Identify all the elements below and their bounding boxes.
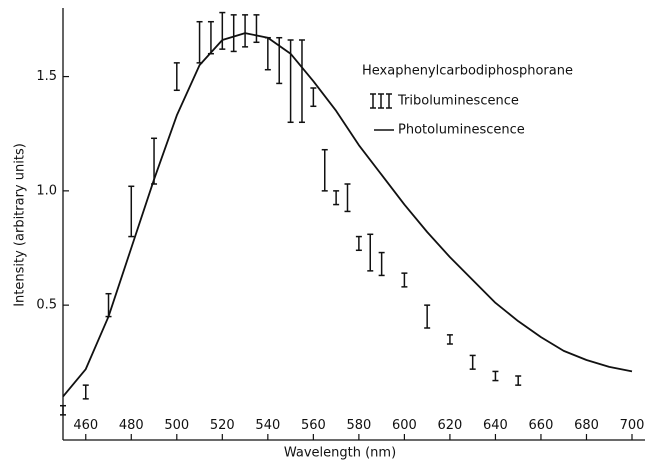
line [62,32,633,398]
error-bar [378,251,385,277]
x-tick-label: 680 [574,418,599,433]
x-tick-label: 600 [392,418,417,433]
legend-label: Triboluminescence [397,94,519,109]
error-bar [298,39,305,124]
error-bar [253,14,260,44]
error-bar [355,235,362,252]
error-bar [367,233,374,272]
error-bar [424,304,431,329]
x-tick-label: 540 [255,418,280,433]
error-bar [60,404,66,416]
error-bar [173,62,180,92]
error-bar [344,183,351,213]
error-bar [230,14,237,53]
error-bar [401,272,408,288]
x-tick-label: 620 [438,418,463,433]
y-axis-label: Intensity (arbitrary units) [13,143,28,307]
error-bar [128,185,135,238]
x-tick-label: 660 [529,418,554,433]
error-bar [446,334,453,345]
legend-errorbar-icon [370,93,392,109]
error-bar [242,14,249,48]
legend-title: Hexaphenylcarbodiphosphorane [362,64,573,79]
error-bar [219,11,226,50]
y-tick-label: 1.0 [36,183,57,198]
error-bar [105,292,112,318]
y-tick-label: 0.5 [36,298,57,313]
x-tick-label: 560 [301,418,326,433]
y-tick-label: 1.5 [36,69,57,84]
error-bar [515,375,522,386]
x-tick-label: 460 [73,418,98,433]
error-bar [310,87,317,108]
x-tick-label: 480 [119,418,144,433]
x-tick-label: 500 [164,418,189,433]
error-bar [82,384,89,400]
x-tick-label: 640 [483,418,508,433]
x-tick-label: 580 [346,418,371,433]
x-axis-label: Wavelength (nm) [284,446,396,460]
error-bar [264,36,271,71]
error-bar [321,148,328,192]
legend-label: Photoluminescence [398,123,525,138]
x-tick-label: 700 [620,418,645,433]
error-bar [469,354,476,370]
error-bar [196,20,203,64]
x-tick-label: 520 [210,418,235,433]
error-bar [492,370,499,382]
error-bar [333,190,340,206]
